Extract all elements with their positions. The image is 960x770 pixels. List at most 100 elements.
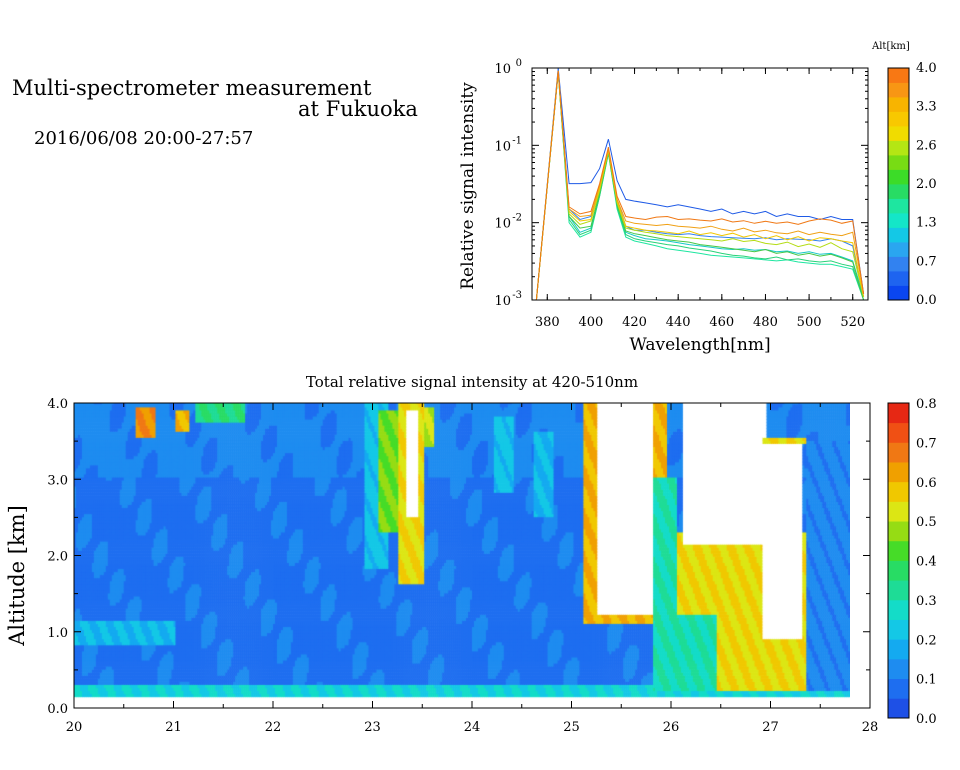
alt-colorbar-label: 2.6 — [916, 138, 937, 153]
x-tick-label: 440 — [666, 315, 691, 330]
y-tick-exponent: -3 — [512, 290, 522, 301]
altitude-tick-label: 0.0 — [47, 702, 68, 717]
intensity-colorbar-label: 0.2 — [916, 633, 937, 648]
y-tick-mantissa: 10 — [494, 139, 511, 154]
intensity-colorbar-segment — [888, 540, 909, 561]
y-tick-exponent: -1 — [512, 135, 522, 146]
y-tick-mantissa: 10 — [494, 217, 511, 232]
alt-colorbar-segment — [888, 140, 909, 156]
intensity-colorbar-segment — [888, 619, 909, 640]
x-tick-label: 520 — [840, 315, 865, 330]
altitude-tick-label: 2.0 — [47, 550, 68, 565]
intensity-colorbar-segment — [888, 501, 909, 522]
x-tick-label: 400 — [578, 315, 603, 330]
y-tick-label: 10 — [494, 62, 511, 77]
y-tick-mantissa: 10 — [494, 294, 511, 309]
alt-colorbar-label: 4.0 — [916, 61, 937, 76]
time-tick-label: 28 — [862, 720, 879, 735]
intensity-colorbar-label: 0.8 — [916, 397, 937, 412]
time-tick-label: 20 — [66, 720, 83, 735]
altitude-tick-label: 1.0 — [47, 626, 68, 641]
intensity-colorbar-label: 0.1 — [916, 673, 937, 688]
spectrum-line-7 — [535, 71, 865, 301]
intensity-colorbar-label: 0.4 — [916, 555, 937, 570]
main-title: Multi-spectrometer measurement — [12, 76, 372, 100]
intensity-colorbar-segment — [888, 481, 909, 502]
intensity-colorbar-segment — [888, 580, 909, 601]
alt-colorbar-label: 1.3 — [916, 216, 937, 231]
x-tick-label: 420 — [622, 315, 647, 330]
spectrum-line-4 — [535, 72, 865, 301]
intensity-colorbar-segment — [888, 658, 909, 680]
alt-colorbar-segment — [888, 213, 909, 228]
alt-colorbar-segment — [888, 169, 909, 185]
alt-colorbar-segment — [888, 256, 909, 272]
intensity-colorbar-label: 0.7 — [916, 436, 937, 451]
spectrum-line-6 — [535, 71, 865, 301]
alt-colorbar-segment — [888, 68, 909, 83]
alt-colorbar-segment — [888, 155, 909, 170]
spectra-y-axis-label: Relative signal intensity — [458, 82, 478, 290]
intensity-colorbar-segment — [888, 422, 909, 443]
time-tick-label: 27 — [762, 720, 779, 735]
alt-colorbar-segment — [888, 82, 909, 98]
alt-colorbar-title: Alt[km] — [871, 41, 910, 52]
intensity-colorbar-label: 0.5 — [916, 515, 937, 530]
x-tick-label: 380 — [535, 315, 560, 330]
heatmap-frame — [73, 402, 871, 709]
alt-colorbar-segment — [888, 126, 909, 141]
alt-colorbar-segment — [888, 198, 909, 214]
y-tick-exponent: -2 — [512, 213, 522, 224]
y-tick-label: 10 — [494, 217, 511, 232]
alt-colorbar-segment — [888, 97, 909, 112]
time-tick-label: 21 — [165, 720, 182, 735]
alt-colorbar-label: 3.3 — [916, 100, 937, 115]
intensity-colorbar-label: 0.0 — [916, 712, 937, 727]
x-tick-label: 500 — [797, 315, 822, 330]
heatmap-plot — [74, 403, 850, 708]
x-tick-label: 460 — [709, 315, 734, 330]
y-tick-label: 10 — [494, 139, 511, 154]
y-tick-label: 10 — [494, 294, 511, 309]
intensity-colorbar-label: 0.3 — [916, 594, 937, 609]
intensity-colorbar-segment — [888, 639, 909, 660]
intensity-colorbar-segment — [888, 403, 909, 424]
intensity-colorbar-segment — [888, 521, 909, 542]
alt-colorbar-segment — [888, 285, 909, 301]
alt-colorbar-label: 0.7 — [916, 254, 937, 269]
altitude-tick-label: 4.0 — [47, 397, 68, 412]
y-tick-mantissa: 10 — [494, 62, 511, 77]
heatmap-y-axis-label: Altitude [km] — [5, 505, 29, 647]
spectrum-line-0 — [535, 67, 865, 301]
intensity-colorbar-segment — [888, 560, 909, 581]
y-tick-exponent: 0 — [516, 58, 522, 69]
spectra-x-axis-label: Wavelength[nm] — [629, 335, 770, 355]
altitude-tick-label: 3.0 — [47, 473, 68, 488]
spectrum-line-9 — [535, 70, 865, 301]
datetime-range: 2016/06/08 20:00-27:57 — [34, 128, 254, 149]
intensity-colorbar-segment — [888, 678, 909, 699]
alt-colorbar-frame — [887, 67, 910, 301]
intensity-colorbar-label: 0.6 — [916, 476, 937, 491]
alt-colorbar-segment — [888, 227, 909, 243]
alt-colorbar-segment — [888, 111, 909, 127]
intensity-colorbar-segment — [888, 599, 909, 620]
main-title-location: at Fukuoka — [298, 97, 418, 121]
alt-colorbar-label: 0.0 — [916, 293, 937, 308]
alt-colorbar-segment — [888, 271, 909, 286]
heatmap-title: Total relative signal intensity at 420-5… — [306, 373, 638, 391]
alt-colorbar-segment — [888, 242, 909, 257]
time-tick-label: 22 — [265, 720, 282, 735]
intensity-colorbar-segment — [888, 442, 909, 463]
time-tick-label: 26 — [663, 720, 680, 735]
spectrum-line-5 — [535, 72, 865, 301]
alt-colorbar-label: 2.0 — [916, 177, 937, 192]
time-tick-label: 23 — [364, 720, 381, 735]
time-tick-label: 24 — [464, 720, 481, 735]
intensity-colorbar-frame — [887, 402, 910, 719]
alt-colorbar-segment — [888, 184, 909, 199]
intensity-colorbar-segment — [888, 698, 909, 719]
intensity-colorbar-segment — [888, 462, 909, 483]
